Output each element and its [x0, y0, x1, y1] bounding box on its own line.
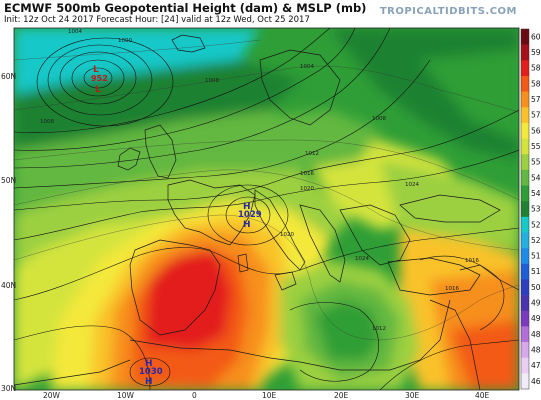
colorbar-label: 570 — [531, 111, 541, 120]
isobars — [14, 28, 519, 390]
colorbar-swatch — [521, 122, 529, 139]
colorbar-swatch — [521, 44, 529, 61]
colorbar-label: 534 — [531, 205, 541, 214]
colorbar-label: 594 — [531, 48, 541, 57]
colorbar-swatch — [521, 342, 529, 358]
colorbar-swatch — [521, 216, 529, 233]
colorbar-label: 510 — [531, 267, 541, 276]
lon-label: 20W — [43, 391, 61, 400]
colorbar-label: 558 — [531, 142, 541, 151]
colorbar-swatch — [521, 91, 529, 108]
isobar-label: 1004 — [300, 64, 314, 70]
isobar-label: 1024 — [355, 256, 369, 262]
lon-label: 40E — [475, 391, 490, 400]
high-pressure-value: 1030 — [139, 367, 163, 377]
site-logo: TROPICALTIDBITS.COM — [379, 6, 517, 17]
high-pressure-value: 1029 — [238, 210, 262, 220]
svg-text:L: L — [93, 65, 99, 75]
colorbar-label: 480 — [531, 345, 541, 354]
colorbar-label: 516 — [531, 252, 541, 261]
colorbar-label: 492 — [531, 314, 541, 323]
isobar-label: 1008 — [372, 116, 386, 122]
colorbar-swatch — [521, 326, 529, 343]
isobar-label: 1000 — [118, 38, 132, 44]
colorbar-label: 564 — [531, 126, 541, 135]
low-pressure-value: 952 — [91, 74, 108, 83]
colorbar-swatch — [521, 107, 529, 124]
isobar-label: 1020 — [280, 232, 294, 238]
colorbar-swatch — [521, 75, 529, 92]
colorbar-label: 600 — [531, 32, 541, 41]
lat-label: 30N — [1, 384, 16, 393]
lat-label: 40N — [1, 281, 16, 290]
colorbar-label: 576 — [531, 95, 541, 104]
colorbar-swatch — [521, 310, 529, 327]
isobar-label: 1016 — [465, 258, 479, 264]
svg-text:H: H — [145, 359, 153, 369]
colorbar-swatch — [521, 60, 529, 77]
svg-text:H: H — [145, 377, 153, 387]
lon-label: 20E — [334, 391, 349, 400]
colorbar-swatch — [521, 373, 529, 390]
lon-label: 10E — [262, 391, 277, 400]
isobar-label: 1008 — [40, 119, 54, 125]
colorbar-label: 528 — [531, 220, 541, 229]
colorbar-swatch — [521, 263, 529, 280]
svg-text:H: H — [243, 202, 251, 212]
colorbar-label: 498 — [531, 299, 541, 308]
colorbar-swatch — [521, 279, 529, 296]
high-pressure-center: H 1030 H — [139, 359, 163, 387]
colorbar-swatch — [521, 232, 529, 249]
high-pressure-center: H 1029 H — [238, 202, 262, 230]
colorbar-label: 486 — [531, 330, 541, 339]
colorbar-label: 540 — [531, 189, 541, 198]
lon-label: 30E — [405, 391, 420, 400]
colorbar-swatch — [521, 169, 529, 186]
svg-text:L: L — [95, 85, 101, 95]
lat-label: 50N — [1, 176, 16, 185]
colorbar-label: 546 — [531, 173, 541, 182]
colorbar-frame — [520, 28, 530, 390]
colorbar-swatch — [521, 185, 529, 202]
header: ECMWF 500mb Geopotential Height (dam) & … — [0, 0, 541, 28]
lon-label: 10W — [117, 391, 135, 400]
colorbar-label: 582 — [531, 79, 541, 88]
colorbar-swatch — [521, 248, 529, 265]
colorbar-swatch — [521, 357, 529, 374]
svg-text:H: H — [243, 220, 251, 230]
colorbar-swatch — [521, 29, 529, 45]
colorbar-label: 522 — [531, 236, 541, 245]
chart-title: ECMWF 500mb Geopotential Height (dam) & … — [4, 1, 367, 15]
colorbar-legend: 600 594 588 582 576 570 564 558 552 546 540 534 528 5… — [520, 28, 541, 390]
forecast-info: Init: 12z Oct 24 2017 Forecast Hour: [24… — [4, 15, 310, 25]
lon-label: 0 — [192, 391, 197, 400]
isobar-label: 1012 — [305, 151, 319, 157]
isobar-label: 1012 — [372, 326, 386, 332]
isobar-label: 1020 — [300, 186, 314, 192]
colorbar-swatch — [521, 201, 529, 218]
colorbar-swatch — [521, 138, 529, 155]
isobar-label: 1008 — [205, 78, 219, 84]
colorbar-label: 468 — [531, 377, 541, 386]
low-pressure-center: L 952 L — [91, 65, 108, 95]
coastlines — [14, 34, 519, 390]
isobar-label: 1024 — [405, 182, 419, 188]
height-field: 1004 1000 1008 1008 1004 1008 1012 1016 … — [14, 28, 519, 390]
colorbar-swatch — [521, 154, 529, 171]
height-contours — [14, 39, 519, 341]
colorbar-label: 588 — [531, 64, 541, 73]
isobar-label: 1004 — [68, 29, 82, 35]
lat-label: 60N — [1, 72, 16, 81]
colorbar-label: 552 — [531, 158, 541, 167]
isobar-label: 1016 — [300, 171, 314, 177]
colorbar-label: 474 — [531, 361, 541, 370]
colorbar-label: 504 — [531, 283, 541, 292]
isobar-label: 1016 — [445, 286, 459, 292]
colorbar-swatch — [521, 295, 529, 312]
